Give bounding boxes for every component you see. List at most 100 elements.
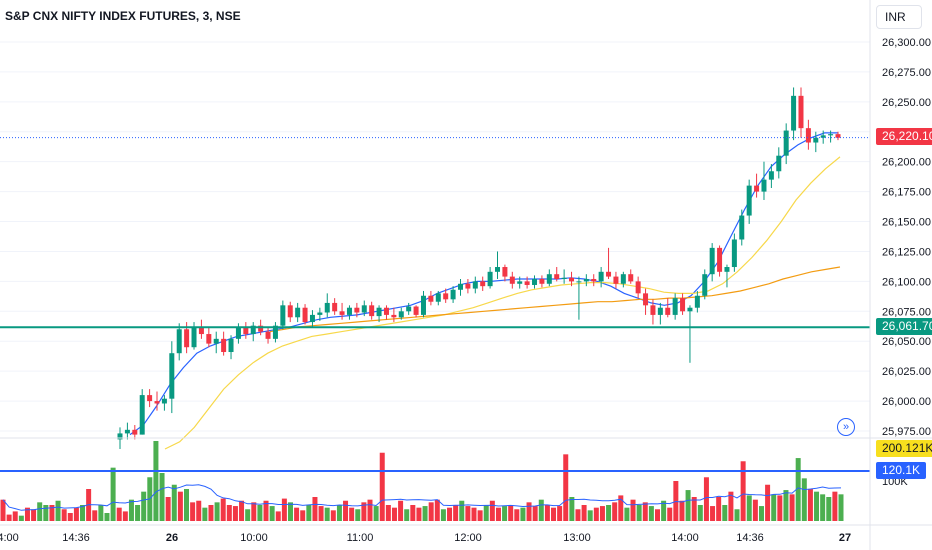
volume-bar bbox=[61, 509, 67, 521]
time-tick-label: 10:00 bbox=[240, 532, 268, 544]
candle-body bbox=[383, 307, 389, 315]
volume-bar bbox=[520, 507, 526, 521]
candle-body bbox=[524, 281, 530, 285]
currency-selector[interactable]: INR bbox=[876, 5, 922, 29]
volume-bar bbox=[612, 502, 618, 521]
volume-bar bbox=[734, 509, 740, 521]
time-tick-label: 13:00 bbox=[563, 532, 591, 544]
volume-bar bbox=[153, 441, 159, 521]
volume-bar bbox=[67, 513, 73, 521]
candle-body bbox=[450, 289, 456, 300]
volume-bar bbox=[281, 498, 287, 521]
price-tick-label: 26,275.00 bbox=[882, 67, 931, 79]
price-tick-label: 26,175.00 bbox=[882, 187, 931, 199]
candle-body bbox=[739, 215, 745, 240]
volume-bar bbox=[208, 505, 214, 521]
volume-bar bbox=[428, 502, 434, 521]
candle-body bbox=[620, 274, 626, 284]
volume-bar bbox=[324, 507, 330, 521]
candle-body bbox=[213, 338, 219, 344]
volume-bar bbox=[703, 477, 709, 521]
volume-bar bbox=[771, 494, 777, 521]
candle-body bbox=[228, 338, 234, 353]
candle-body bbox=[598, 271, 604, 282]
candle-body bbox=[517, 281, 523, 284]
volume-bar bbox=[245, 509, 251, 521]
volume-bar bbox=[294, 507, 300, 521]
volume-bar bbox=[526, 502, 532, 521]
volume-bar bbox=[330, 510, 336, 521]
candle-body bbox=[435, 293, 441, 302]
candle-body bbox=[361, 305, 367, 313]
candle-body bbox=[813, 137, 819, 143]
candle-body bbox=[391, 314, 397, 318]
volume-bar bbox=[814, 491, 820, 521]
volume-bar bbox=[453, 505, 459, 521]
scroll-to-realtime-icon[interactable]: » bbox=[837, 418, 855, 436]
volume-bar bbox=[73, 507, 79, 521]
time-tick-label: 14:36 bbox=[736, 532, 764, 544]
volume-bars bbox=[0, 441, 870, 521]
volume-bar bbox=[624, 507, 630, 521]
volume-bar bbox=[263, 500, 269, 521]
volume-bar bbox=[581, 505, 587, 521]
grid bbox=[0, 41, 870, 432]
price-tick-label: 26,200.00 bbox=[882, 157, 931, 169]
candle-body bbox=[206, 334, 212, 344]
volume-bar bbox=[379, 452, 385, 521]
volume-bar bbox=[740, 461, 746, 521]
volume-bar bbox=[563, 454, 569, 521]
volume-bar bbox=[49, 505, 55, 521]
volume-bar bbox=[465, 506, 471, 521]
level-price-badge: 26,061.70 bbox=[876, 318, 932, 335]
volume-bar bbox=[471, 507, 477, 521]
candle-body bbox=[783, 130, 789, 156]
volume-bar bbox=[495, 507, 501, 521]
volume-bar bbox=[141, 491, 147, 521]
candle-body bbox=[687, 307, 693, 312]
volume-bar bbox=[722, 505, 728, 521]
price-tick-label: 26,000.00 bbox=[882, 396, 931, 408]
candle-body bbox=[287, 305, 293, 318]
candle-body bbox=[250, 325, 256, 335]
candle-body bbox=[235, 326, 241, 339]
candle-body bbox=[628, 274, 634, 282]
volume-bar bbox=[257, 505, 263, 521]
volume-bar bbox=[667, 507, 673, 521]
candle-body bbox=[117, 433, 123, 440]
candle-body bbox=[376, 307, 382, 317]
volume-bar bbox=[642, 502, 648, 521]
candle-body bbox=[606, 271, 612, 277]
volume-bar bbox=[410, 505, 416, 521]
volume-bar bbox=[306, 505, 312, 521]
volume-bar bbox=[385, 505, 391, 521]
time-tick-label: 27 bbox=[839, 532, 851, 544]
candle-body bbox=[768, 171, 774, 180]
volume-bar bbox=[447, 507, 453, 521]
volume-bar bbox=[746, 495, 752, 521]
candle-body bbox=[480, 281, 486, 287]
volume-bar bbox=[43, 505, 49, 521]
time-tick-label: 26 bbox=[166, 532, 178, 544]
candle-body bbox=[465, 283, 471, 289]
candle-body bbox=[702, 274, 708, 296]
candle-body bbox=[147, 395, 153, 402]
candle-body bbox=[509, 276, 515, 284]
volume-bar bbox=[697, 505, 703, 521]
candle-body bbox=[532, 278, 538, 285]
time-tick-label: 11:00 bbox=[347, 532, 374, 544]
time-tick-label: 14:00 bbox=[671, 532, 699, 544]
candle-body bbox=[221, 338, 227, 353]
volume-bar bbox=[184, 489, 190, 521]
volume-bar bbox=[434, 499, 440, 521]
candle-body bbox=[583, 278, 589, 282]
volume-bar bbox=[37, 502, 43, 521]
volume-bar bbox=[361, 502, 367, 521]
volume-bar bbox=[18, 515, 24, 521]
candle-body bbox=[198, 326, 204, 335]
volume-bar bbox=[508, 505, 514, 521]
volume-bar bbox=[239, 500, 245, 521]
volume-bar bbox=[391, 507, 397, 521]
